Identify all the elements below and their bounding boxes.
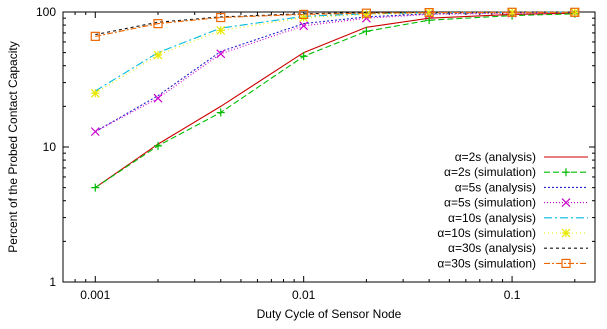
legend-label: α=10s (simulation) [437, 226, 536, 240]
data-point [424, 8, 434, 18]
legend-label: α=5s (simulation) [444, 196, 536, 210]
data-point [570, 7, 580, 17]
legend-label: α=2s (analysis) [455, 150, 536, 164]
data-point [570, 7, 580, 17]
x-tick-label: 0.001 [80, 288, 110, 302]
y-axis-label: Percent of the Probed Contact Capacity [6, 41, 20, 252]
data-point [90, 31, 100, 41]
data-point [562, 168, 570, 177]
data-point [561, 198, 571, 208]
data-point [153, 93, 163, 103]
series-line [94, 13, 575, 189]
data-point [154, 141, 163, 150]
data-point [561, 258, 571, 268]
data-point [91, 183, 100, 192]
series-line [95, 12, 575, 133]
tick-labels: 0.001 0.01 0.1 1 10 100 [36, 5, 521, 302]
series-line [95, 11, 575, 92]
series-line [95, 11, 575, 37]
y-tick-label: 100 [36, 5, 56, 19]
series-2 [95, 11, 575, 133]
data-point [299, 52, 308, 61]
data-point [216, 49, 226, 59]
x-axis-label: Duty Cycle of Sensor Node [257, 307, 402, 321]
x-tick-label: 0.1 [504, 288, 521, 302]
x-tick-label: 0.01 [292, 288, 316, 302]
data-point [507, 8, 517, 18]
data-point [299, 9, 309, 19]
legend-label: α=30s (simulation) [437, 256, 536, 270]
series-line [95, 11, 575, 94]
data-point [90, 88, 100, 98]
data-point [216, 26, 226, 35]
legend-label: α=10s (analysis) [448, 211, 536, 225]
series-line [94, 12, 575, 189]
legend-label: α=2s (simulation) [444, 165, 536, 179]
series-7 [90, 7, 580, 41]
data-point [424, 7, 434, 18]
data-point [216, 108, 225, 117]
series-3 [90, 8, 580, 137]
series-line [95, 11, 575, 133]
legend: α=2s (analysis)α=2s (simulation)α=5s (an… [437, 150, 588, 270]
data-point [299, 21, 309, 31]
data-point [299, 13, 309, 22]
y-tick-label: 1 [49, 275, 56, 289]
data-point [90, 127, 100, 137]
y-tick-label: 10 [43, 140, 57, 154]
data-point [361, 9, 371, 19]
data-point [507, 7, 517, 17]
data-point [153, 19, 163, 29]
data-point [362, 27, 371, 36]
data-point [425, 16, 434, 25]
series-5 [90, 7, 580, 98]
legend-label: α=5s (analysis) [455, 180, 536, 194]
series-4 [95, 11, 575, 92]
data-point [361, 8, 372, 18]
data-point [216, 12, 226, 23]
series-0 [94, 12, 575, 189]
data-point [153, 50, 163, 60]
series-group [90, 7, 580, 192]
data-point [561, 228, 571, 238]
legend-label: α=30s (analysis) [448, 241, 536, 255]
